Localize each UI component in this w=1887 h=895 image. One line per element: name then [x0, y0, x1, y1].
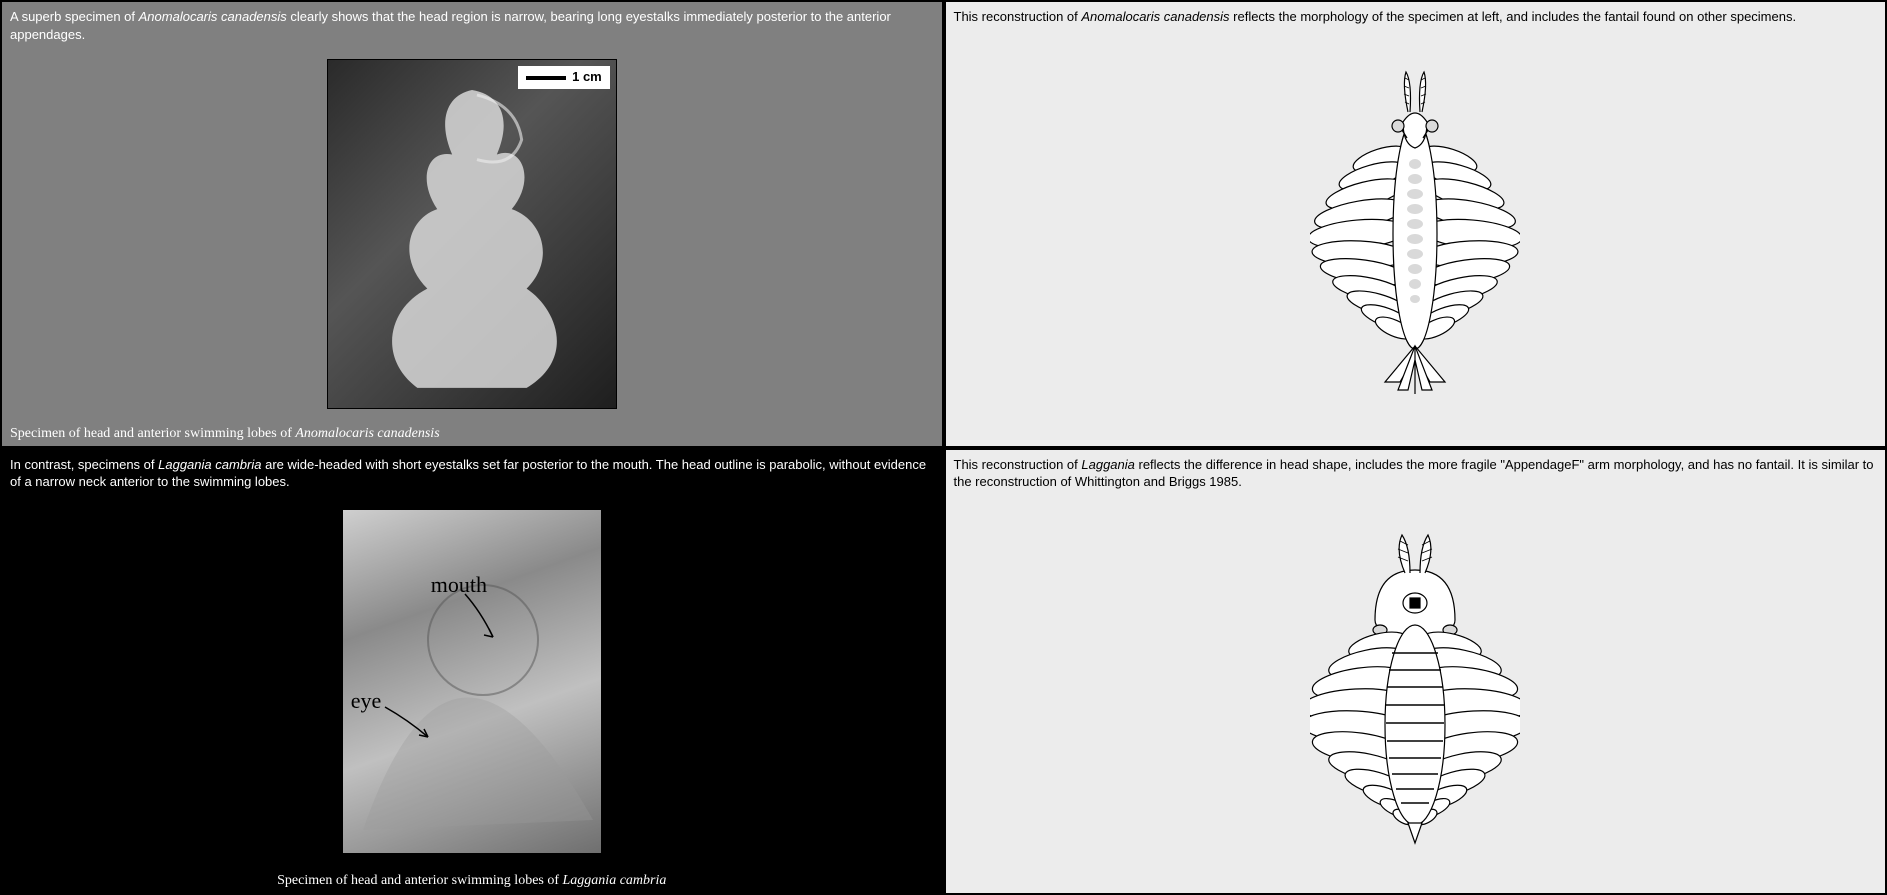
cell-anomalocaris-fossil: A superb specimen of Anomalocaris canade… [0, 0, 944, 448]
cell-laggania-drawing: This reconstruction of Laggania reflects… [944, 448, 1887, 895]
desc-pre: This reconstruction of [954, 457, 1082, 472]
fossil-photo-laggania: mouth eye [342, 509, 602, 854]
desc-post: reflects the morphology of the specimen … [1230, 9, 1797, 24]
caption-text: Specimen of head and anterior swimming l… [10, 426, 934, 442]
desc-pre: In contrast, specimens of [10, 457, 158, 472]
figure-wrap [954, 491, 1878, 889]
figure-wrap: mouth eye [10, 491, 934, 873]
caption-species: Laggania cambria [563, 873, 667, 888]
fossil-silhouette [328, 60, 616, 408]
cell-anomalocaris-drawing: This reconstruction of Anomalocaris cana… [944, 0, 1887, 448]
desc-species: Anomalocaris canadensis [1081, 9, 1229, 24]
figure-wrap: 1 cm [10, 43, 934, 425]
desc-pre: This reconstruction of [954, 9, 1082, 24]
line-drawing-laggania [1310, 525, 1520, 855]
figure-wrap [954, 26, 1878, 442]
scale-bar: 1 cm [518, 66, 610, 89]
caption-pre: Specimen of head and anterior swimming l… [10, 426, 295, 441]
comparison-grid: A superb specimen of Anomalocaris canade… [0, 0, 1887, 895]
description-text: This reconstruction of Anomalocaris cana… [954, 8, 1878, 26]
arrow-eye-icon [383, 705, 433, 745]
scale-bar-label: 1 cm [572, 69, 602, 84]
scale-bar-line [526, 76, 566, 80]
annotation-eye: eye [351, 688, 382, 714]
description-text: A superb specimen of Anomalocaris canade… [10, 8, 934, 43]
desc-species: Laggania cambria [158, 457, 261, 472]
description-text: In contrast, specimens of Laggania cambr… [10, 456, 934, 491]
desc-pre: A superb specimen of [10, 9, 139, 24]
cell-laggania-fossil: In contrast, specimens of Laggania cambr… [0, 448, 944, 895]
fossil-texture [343, 510, 603, 855]
caption-text: Specimen of head and anterior swimming l… [10, 873, 934, 889]
line-drawing-anomalocaris [1310, 64, 1520, 404]
description-text: This reconstruction of Laggania reflects… [954, 456, 1878, 491]
desc-species: Laggania [1081, 457, 1135, 472]
arrow-mouth-icon [463, 592, 503, 642]
caption-species: Anomalocaris canadensis [295, 426, 439, 441]
fossil-photo-anomalocaris: 1 cm [327, 59, 617, 409]
desc-species: Anomalocaris canadensis [139, 9, 287, 24]
caption-pre: Specimen of head and anterior swimming l… [277, 873, 562, 888]
